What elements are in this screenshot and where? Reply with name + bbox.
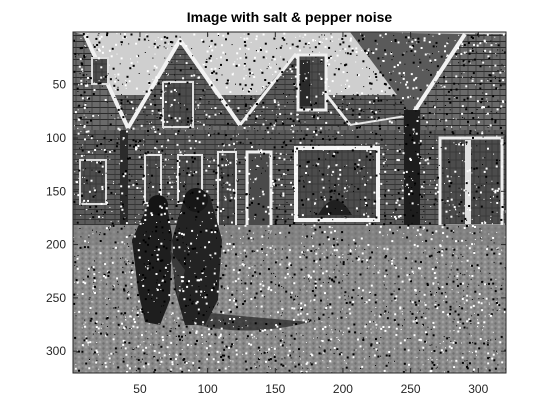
x-tick-label: 250 <box>401 382 421 396</box>
x-tick-label: 50 <box>133 382 147 396</box>
y-tick-label: 200 <box>46 238 66 252</box>
y-tick-label: 50 <box>53 78 67 92</box>
noisy-image <box>73 32 506 373</box>
y-tick-label: 250 <box>46 291 66 305</box>
salt-and-pepper-noise <box>73 32 506 373</box>
x-tick-label: 300 <box>468 382 488 396</box>
plot-title: Image with salt & pepper noise <box>186 9 393 25</box>
x-tick-label: 200 <box>333 382 353 396</box>
x-tick-label: 100 <box>198 382 218 396</box>
axis-ticks: 50 100 150 200 250 300 50 100 150 200 250 300 <box>46 32 506 396</box>
y-tick-label: 100 <box>46 131 66 145</box>
x-tick-label: 150 <box>265 382 285 396</box>
y-tick-label: 150 <box>46 184 66 198</box>
axes-box <box>72 31 507 374</box>
y-tick-label: 300 <box>46 344 66 358</box>
